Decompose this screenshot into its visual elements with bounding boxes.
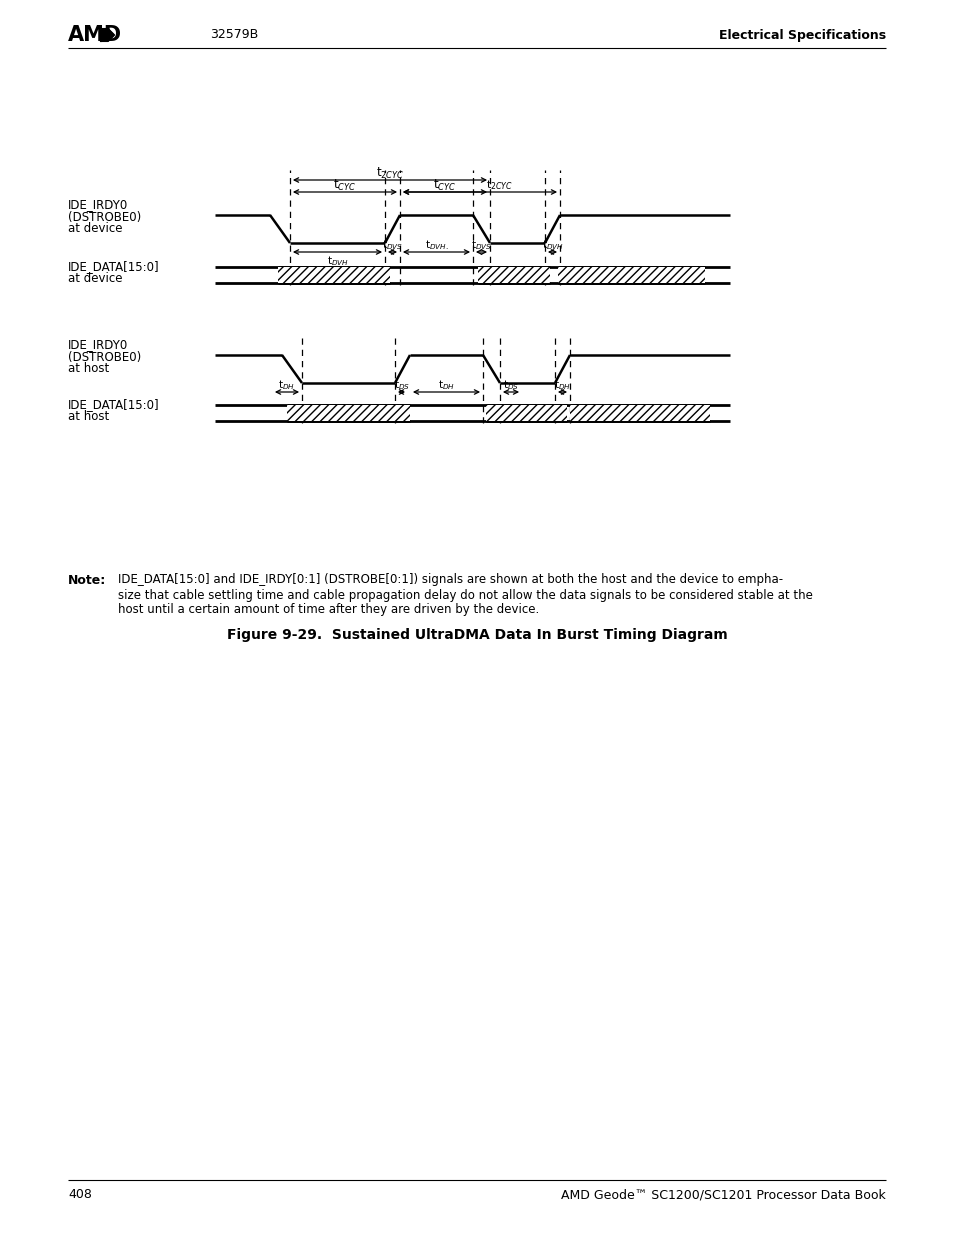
Bar <box>485 405 566 421</box>
Text: t$_{DS}$: t$_{DS}$ <box>394 378 410 391</box>
Text: t$_{2CYC}$: t$_{2CYC}$ <box>486 178 513 191</box>
Text: IDE_DATA[15:0]: IDE_DATA[15:0] <box>68 399 159 411</box>
Bar <box>569 405 709 421</box>
Text: host until a certain amount of time after they are driven by the device.: host until a certain amount of time afte… <box>118 604 538 616</box>
Text: t$_{DVS}$: t$_{DVS}$ <box>381 238 402 252</box>
Polygon shape <box>101 28 113 41</box>
Text: t$_{DH}$: t$_{DH}$ <box>278 378 295 391</box>
Text: IDE_IRDY0: IDE_IRDY0 <box>68 199 128 211</box>
Text: at device: at device <box>68 222 122 236</box>
Text: (DSTROBE0): (DSTROBE0) <box>68 210 141 224</box>
Text: at device: at device <box>68 273 122 285</box>
Text: IDE_DATA[15:0]: IDE_DATA[15:0] <box>68 261 159 273</box>
Text: t$_{DVH}$: t$_{DVH}$ <box>541 238 563 252</box>
Bar <box>277 267 390 283</box>
Text: t$_{CYC}$: t$_{CYC}$ <box>433 178 456 193</box>
Text: AMD Geode™ SC1200/SC1201 Processor Data Book: AMD Geode™ SC1200/SC1201 Processor Data … <box>560 1188 885 1202</box>
Bar <box>477 267 550 283</box>
Text: 32579B: 32579B <box>210 28 258 42</box>
Text: AMD: AMD <box>68 25 122 44</box>
Text: t$_{CYC}$: t$_{CYC}$ <box>333 178 356 193</box>
Text: size that cable settling time and cable propagation delay do not allow the data : size that cable settling time and cable … <box>118 589 812 601</box>
Text: t$_{DH}$: t$_{DH}$ <box>554 378 571 391</box>
Text: Note:: Note: <box>68 573 106 587</box>
Text: at host: at host <box>68 410 110 424</box>
Bar <box>558 267 704 283</box>
Bar <box>287 405 410 421</box>
Text: t$_{DVH}$: t$_{DVH}$ <box>326 254 348 268</box>
Text: 408: 408 <box>68 1188 91 1202</box>
Text: IDE_IRDY0: IDE_IRDY0 <box>68 338 128 352</box>
Text: t$_{DH}$: t$_{DH}$ <box>437 378 455 391</box>
Text: t$_{DVH.}$: t$_{DVH.}$ <box>424 238 448 252</box>
Text: t$_{2CYC}$: t$_{2CYC}$ <box>375 165 404 180</box>
Text: IDE_DATA[15:0] and IDE_IRDY[0:1] (DSTROBE[0:1]) signals are shown at both the ho: IDE_DATA[15:0] and IDE_IRDY[0:1] (DSTROB… <box>118 573 782 587</box>
Text: Figure 9-29.  Sustained UltraDMA Data In Burst Timing Diagram: Figure 9-29. Sustained UltraDMA Data In … <box>227 629 726 642</box>
Text: at host: at host <box>68 363 110 375</box>
Text: t$_{DS}$: t$_{DS}$ <box>502 378 518 391</box>
Text: Electrical Specifications: Electrical Specifications <box>719 28 885 42</box>
Text: t$_{DVS}$: t$_{DVS}$ <box>471 238 492 252</box>
Text: (DSTROBE0): (DSTROBE0) <box>68 351 141 363</box>
